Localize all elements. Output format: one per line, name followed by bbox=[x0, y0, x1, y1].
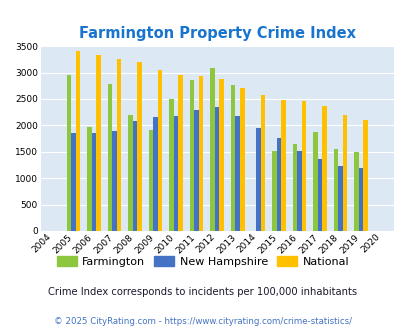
Bar bbox=[337, 166, 342, 231]
Bar bbox=[276, 138, 280, 231]
Bar bbox=[112, 131, 117, 231]
Bar bbox=[149, 130, 153, 231]
Bar bbox=[87, 127, 92, 231]
Bar bbox=[230, 85, 235, 231]
Bar bbox=[292, 145, 296, 231]
Bar bbox=[137, 62, 141, 231]
Text: © 2025 CityRating.com - https://www.cityrating.com/crime-statistics/: © 2025 CityRating.com - https://www.city… bbox=[54, 317, 351, 326]
Bar bbox=[312, 132, 317, 231]
Bar bbox=[158, 71, 162, 231]
Bar bbox=[210, 68, 214, 231]
Bar bbox=[71, 133, 75, 231]
Bar bbox=[214, 107, 219, 231]
Bar bbox=[271, 151, 276, 231]
Bar bbox=[194, 110, 198, 231]
Bar bbox=[173, 116, 178, 231]
Bar bbox=[362, 120, 367, 231]
Bar bbox=[198, 76, 203, 231]
Bar bbox=[92, 133, 96, 231]
Bar bbox=[117, 59, 121, 231]
Bar bbox=[333, 148, 337, 231]
Bar bbox=[301, 101, 305, 231]
Bar bbox=[190, 80, 194, 231]
Bar bbox=[132, 121, 137, 231]
Bar bbox=[321, 106, 326, 231]
Bar bbox=[96, 55, 100, 231]
Bar bbox=[153, 117, 158, 231]
Bar bbox=[260, 95, 264, 231]
Bar bbox=[296, 151, 301, 231]
Bar bbox=[75, 51, 80, 231]
Bar bbox=[107, 84, 112, 231]
Bar bbox=[342, 115, 346, 231]
Title: Farmington Property Crime Index: Farmington Property Crime Index bbox=[79, 26, 355, 41]
Bar bbox=[169, 99, 173, 231]
Bar bbox=[353, 152, 358, 231]
Bar bbox=[256, 127, 260, 231]
Legend: Farmington, New Hampshire, National: Farmington, New Hampshire, National bbox=[52, 251, 353, 271]
Bar bbox=[219, 80, 224, 231]
Bar bbox=[317, 159, 321, 231]
Text: Crime Index corresponds to incidents per 100,000 inhabitants: Crime Index corresponds to incidents per… bbox=[48, 287, 357, 297]
Bar bbox=[239, 88, 244, 231]
Bar bbox=[358, 168, 362, 231]
Bar bbox=[66, 75, 71, 231]
Bar bbox=[128, 115, 132, 231]
Bar bbox=[280, 100, 285, 231]
Bar bbox=[178, 75, 183, 231]
Bar bbox=[235, 116, 239, 231]
